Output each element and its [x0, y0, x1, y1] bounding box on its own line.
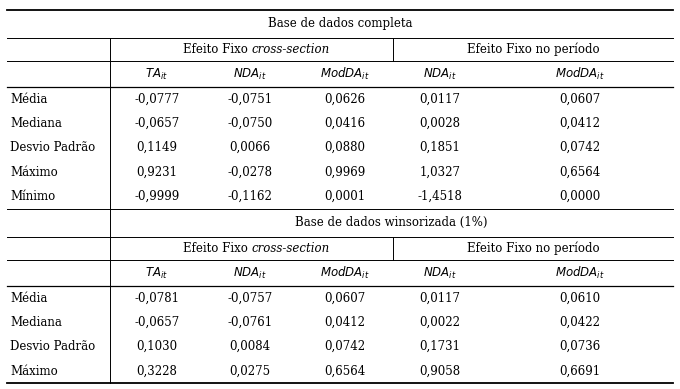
Text: 0,9969: 0,9969 [324, 166, 366, 179]
Text: 0,0000: 0,0000 [559, 190, 600, 203]
Text: -0,0751: -0,0751 [228, 93, 273, 105]
Text: 0,0022: 0,0022 [420, 316, 460, 329]
Text: 0,0880: 0,0880 [324, 141, 365, 154]
Text: Base de dados winsorizada (1%): Base de dados winsorizada (1%) [295, 216, 488, 229]
Text: Efeito Fixo no período: Efeito Fixo no período [467, 43, 600, 56]
Text: 0,0412: 0,0412 [324, 316, 365, 329]
Text: 0,6564: 0,6564 [324, 364, 366, 378]
Text: -0,0657: -0,0657 [134, 117, 180, 130]
Text: Máximo: Máximo [10, 364, 58, 378]
Text: 0,6564: 0,6564 [559, 166, 600, 179]
Text: cross-section: cross-section [252, 43, 330, 56]
Text: Efeito Fixo no período: Efeito Fixo no período [467, 242, 600, 255]
Text: -0,0657: -0,0657 [134, 316, 180, 329]
Text: $NDA_{it}$: $NDA_{it}$ [423, 266, 457, 281]
Text: 0,0607: 0,0607 [324, 291, 366, 305]
Text: Desvio Padrão: Desvio Padrão [10, 141, 95, 154]
Text: 0,3228: 0,3228 [136, 364, 177, 378]
Text: $NDA_{it}$: $NDA_{it}$ [423, 67, 457, 82]
Text: $ModDA_{it}$: $ModDA_{it}$ [555, 265, 605, 281]
Text: 0,0742: 0,0742 [324, 340, 366, 353]
Text: 0,0416: 0,0416 [324, 117, 366, 130]
Text: -0,0781: -0,0781 [134, 291, 180, 305]
Text: 0,1851: 0,1851 [420, 141, 460, 154]
Text: 0,0610: 0,0610 [560, 291, 600, 305]
Text: 0,0742: 0,0742 [560, 141, 600, 154]
Text: $ModDA_{it}$: $ModDA_{it}$ [555, 66, 605, 82]
Text: 0,6691: 0,6691 [560, 364, 600, 378]
Text: Efeito Fixo: Efeito Fixo [183, 43, 252, 56]
Text: 0,1149: 0,1149 [136, 141, 177, 154]
Text: 0,0626: 0,0626 [324, 93, 366, 105]
Text: -0,0750: -0,0750 [227, 117, 273, 130]
Text: $ModDA_{it}$: $ModDA_{it}$ [320, 265, 370, 281]
Text: Efeito Fixo: Efeito Fixo [183, 242, 252, 255]
Text: $ModDA_{it}$: $ModDA_{it}$ [320, 66, 370, 82]
Text: 0,0066: 0,0066 [229, 141, 271, 154]
Text: $NDA_{it}$: $NDA_{it}$ [233, 67, 267, 82]
Text: -0,0761: -0,0761 [228, 316, 273, 329]
Text: Mediana: Mediana [10, 117, 62, 130]
Text: $TA_{it}$: $TA_{it}$ [146, 266, 168, 281]
Text: Desvio Padrão: Desvio Padrão [10, 340, 95, 353]
Text: -0,0757: -0,0757 [227, 291, 273, 305]
Text: 0,0001: 0,0001 [324, 190, 366, 203]
Text: 1,0327: 1,0327 [420, 166, 460, 179]
Text: 0,0736: 0,0736 [559, 340, 600, 353]
Text: Média: Média [10, 291, 48, 305]
Text: 0,9231: 0,9231 [136, 166, 177, 179]
Text: Média: Média [10, 93, 48, 105]
Text: Mínimo: Mínimo [10, 190, 55, 203]
Text: Base de dados completa: Base de dados completa [268, 17, 412, 30]
Text: Máximo: Máximo [10, 166, 58, 179]
Text: -0,9999: -0,9999 [134, 190, 180, 203]
Text: 0,9058: 0,9058 [420, 364, 460, 378]
Text: 0,0412: 0,0412 [560, 117, 600, 130]
Text: -0,0278: -0,0278 [228, 166, 273, 179]
Text: 0,0607: 0,0607 [559, 93, 600, 105]
Text: 0,0084: 0,0084 [229, 340, 271, 353]
Text: 0,0117: 0,0117 [420, 291, 460, 305]
Text: $NDA_{it}$: $NDA_{it}$ [233, 266, 267, 281]
Text: 0,0275: 0,0275 [229, 364, 271, 378]
Text: $TA_{it}$: $TA_{it}$ [146, 67, 168, 82]
Text: 0,1731: 0,1731 [420, 340, 460, 353]
Text: Mediana: Mediana [10, 316, 62, 329]
Text: 0,1030: 0,1030 [136, 340, 177, 353]
Text: cross-section: cross-section [252, 242, 330, 255]
Text: 0,0117: 0,0117 [420, 93, 460, 105]
Text: 0,0028: 0,0028 [420, 117, 460, 130]
Text: -0,0777: -0,0777 [134, 93, 180, 105]
Text: -1,4518: -1,4518 [418, 190, 462, 203]
Text: 0,0422: 0,0422 [560, 316, 600, 329]
Text: -0,1162: -0,1162 [228, 190, 273, 203]
